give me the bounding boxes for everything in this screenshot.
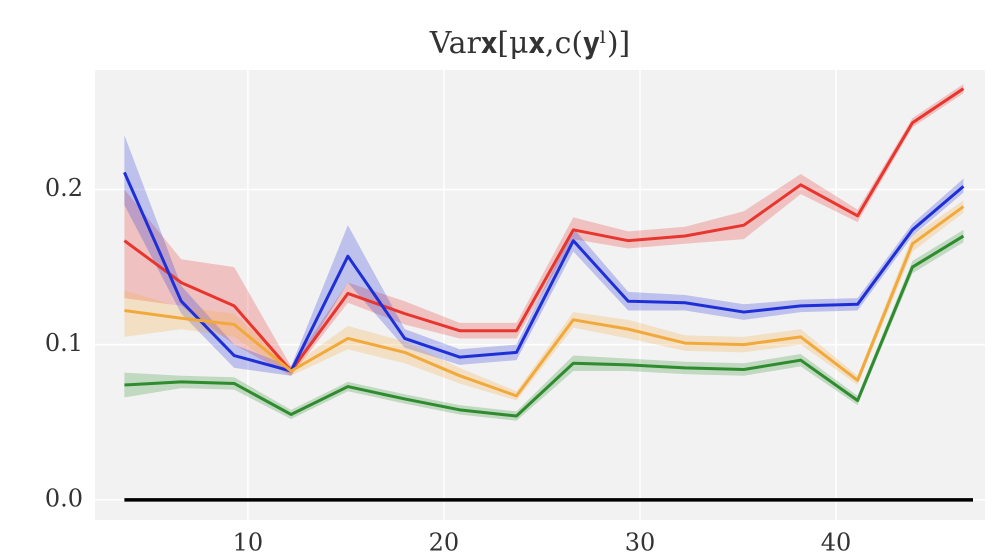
series-line [124, 234, 965, 418]
x-tick-label: 40 [821, 529, 852, 557]
y-tick-label: 0.2 [45, 174, 83, 202]
series-line [123, 87, 965, 373]
confidence-band [124, 135, 964, 376]
y-tick-label: 0.1 [45, 329, 83, 357]
chart-title: Var𝐱[μ𝐱,c(𝐲ˡ)] [429, 26, 630, 61]
confidence-band [124, 200, 964, 401]
x-tick-label: 30 [625, 529, 656, 557]
y-tick-label: 0.0 [45, 484, 83, 512]
x-tick-label: 10 [233, 529, 264, 557]
confidence-band [124, 229, 964, 421]
series-line [123, 171, 965, 373]
x-tick-label: 20 [429, 529, 460, 557]
series-line [124, 205, 965, 398]
